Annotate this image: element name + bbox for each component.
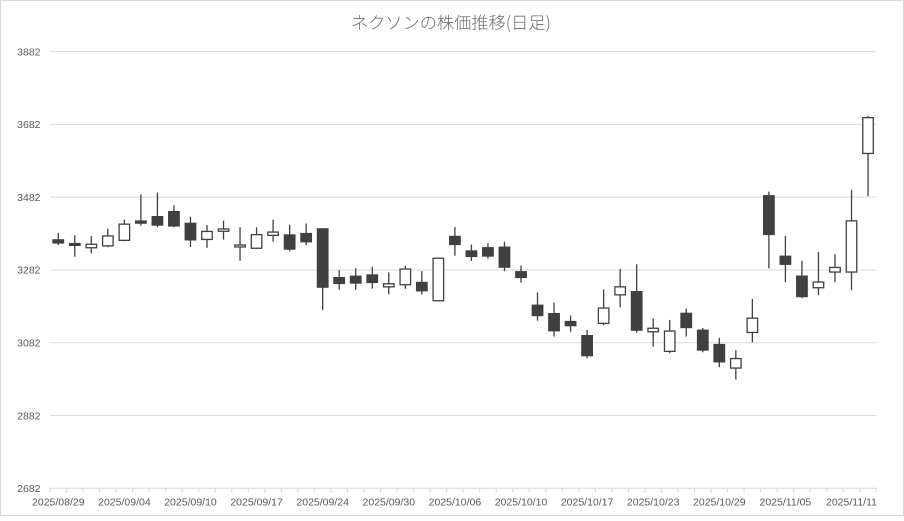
svg-text:2025/09/04: 2025/09/04 [98,497,151,509]
svg-text:2025/09/30: 2025/09/30 [363,497,416,509]
svg-text:3282: 3282 [17,265,41,277]
svg-text:2025/10/17: 2025/10/17 [561,497,614,509]
svg-text:3682: 3682 [17,119,41,131]
svg-text:3882: 3882 [17,46,41,58]
svg-text:2682: 2682 [17,483,41,495]
svg-text:2025/10/06: 2025/10/06 [429,497,482,509]
svg-text:2025/08/29: 2025/08/29 [32,497,85,509]
svg-text:2882: 2882 [17,410,41,422]
svg-text:2025/09/10: 2025/09/10 [164,497,217,509]
svg-text:2025/10/10: 2025/10/10 [495,497,548,509]
svg-text:3082: 3082 [17,338,41,350]
svg-text:2025/10/23: 2025/10/23 [627,497,680,509]
svg-text:2025/10/29: 2025/10/29 [693,497,746,509]
svg-text:3482: 3482 [17,192,41,204]
svg-text:2025/09/17: 2025/09/17 [230,497,283,509]
svg-text:2025/11/11: 2025/11/11 [826,497,877,509]
svg-text:2025/11/05: 2025/11/05 [760,497,812,509]
svg-text:2025/09/24: 2025/09/24 [296,497,349,509]
